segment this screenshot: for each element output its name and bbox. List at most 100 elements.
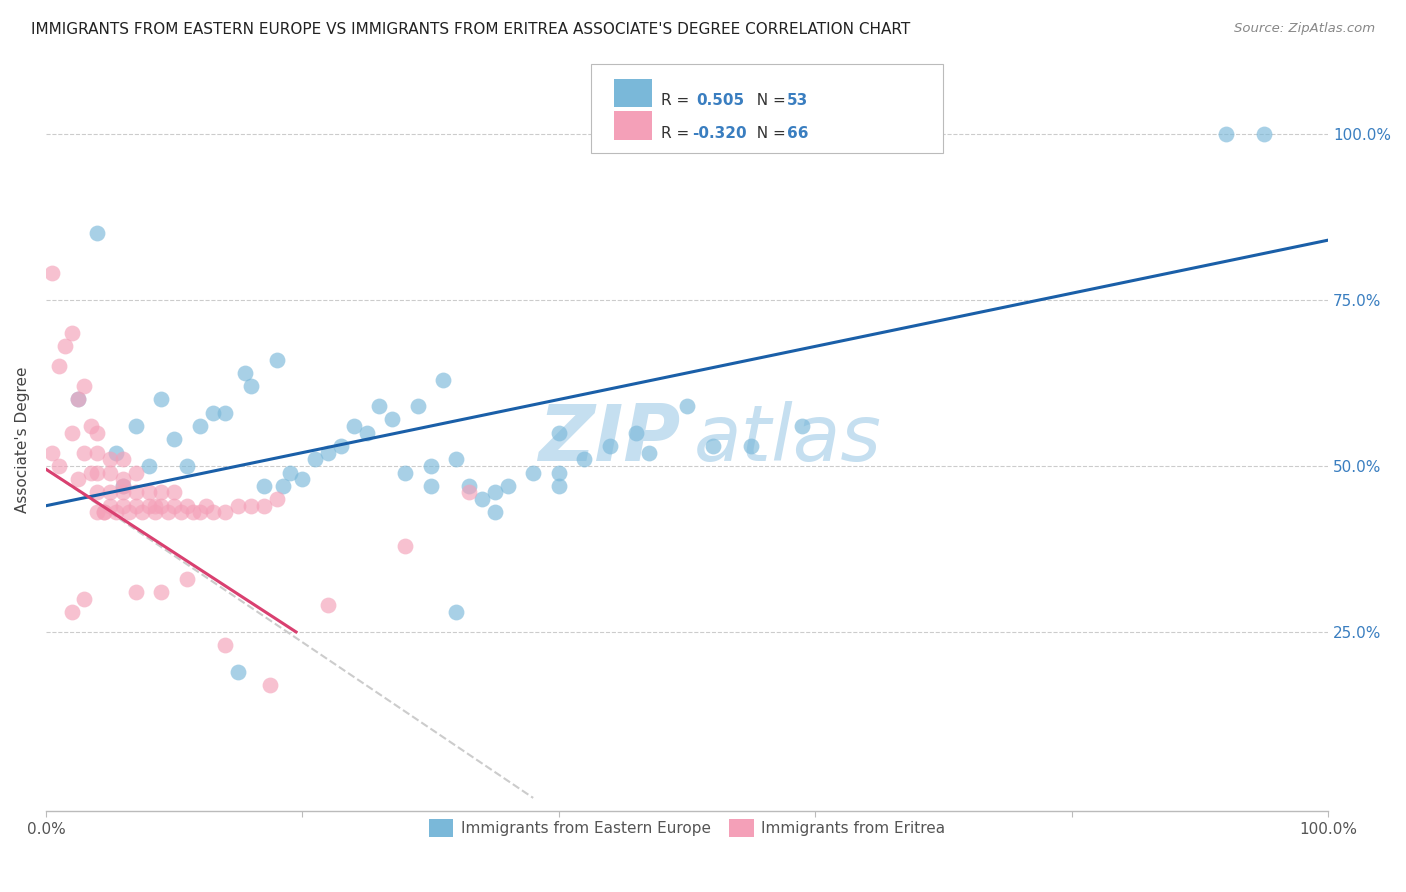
Point [188,419,211,434]
Point [48,359,70,374]
Point [73,445,96,459]
Point [98,485,121,500]
Text: 53: 53 [787,93,808,108]
Text: -0.320: -0.320 [692,126,747,141]
Point [66,392,89,407]
Point [125,499,148,513]
Point [240,379,263,393]
Point [195,499,218,513]
Point [86,505,108,519]
Text: 0.505: 0.505 [696,93,744,108]
Point [291,472,314,486]
Point [394,466,416,480]
Point [1253,127,1275,141]
Point [676,399,699,413]
Point [329,439,352,453]
Point [111,479,134,493]
Text: R =: R = [661,93,699,108]
Point [226,499,249,513]
Point [86,425,108,440]
Text: atlas: atlas [693,401,882,477]
Text: N =: N = [748,93,792,108]
Point [125,485,148,500]
Point [484,485,506,500]
Point [599,439,621,453]
Point [446,452,468,467]
Text: N =: N = [748,126,792,141]
Point [150,499,173,513]
Point [60,605,83,619]
Point [41,445,63,459]
Point [111,499,134,513]
Point [458,485,481,500]
Point [105,445,128,459]
Point [98,452,121,467]
Point [266,352,288,367]
Point [125,466,148,480]
Point [60,326,83,340]
FancyBboxPatch shape [591,63,943,153]
Point [156,505,179,519]
Point [169,505,191,519]
Point [176,572,198,586]
Point [271,479,294,493]
Point [547,466,569,480]
Point [73,591,96,606]
Point [150,485,173,500]
Point [259,678,281,692]
Point [86,466,108,480]
Point [419,458,441,473]
Point [547,425,569,440]
Point [163,499,186,513]
Point [381,412,404,426]
Point [150,585,173,599]
Point [60,425,83,440]
Point [214,406,236,420]
Point [201,406,224,420]
Point [163,485,186,500]
FancyBboxPatch shape [614,78,652,107]
Point [143,499,166,513]
Point [105,505,128,519]
Point [278,466,301,480]
Point [233,366,256,380]
Point [740,439,762,453]
Point [1215,127,1237,141]
Point [458,479,481,493]
Point [86,227,108,241]
Point [214,638,236,652]
FancyBboxPatch shape [614,112,652,140]
Point [547,479,569,493]
Point [266,492,288,507]
Point [138,458,160,473]
Point [111,452,134,467]
Point [93,505,115,519]
Point [201,505,224,519]
Point [446,605,468,619]
Point [702,439,724,453]
Point [86,485,108,500]
Point [394,539,416,553]
Point [496,479,519,493]
Point [66,392,89,407]
Point [48,458,70,473]
Point [93,505,115,519]
Point [183,505,205,519]
Point [253,499,276,513]
Text: Source: ZipAtlas.com: Source: ZipAtlas.com [1234,22,1375,36]
Point [484,505,506,519]
Point [98,466,121,480]
Point [316,599,339,613]
Point [111,479,134,493]
Point [125,585,148,599]
Point [176,499,198,513]
Point [343,419,366,434]
Point [574,452,596,467]
Point [792,419,814,434]
Point [111,472,134,486]
Point [316,445,339,459]
Point [432,373,454,387]
Text: 66: 66 [787,126,808,141]
Point [253,479,276,493]
Text: R =: R = [661,126,695,141]
